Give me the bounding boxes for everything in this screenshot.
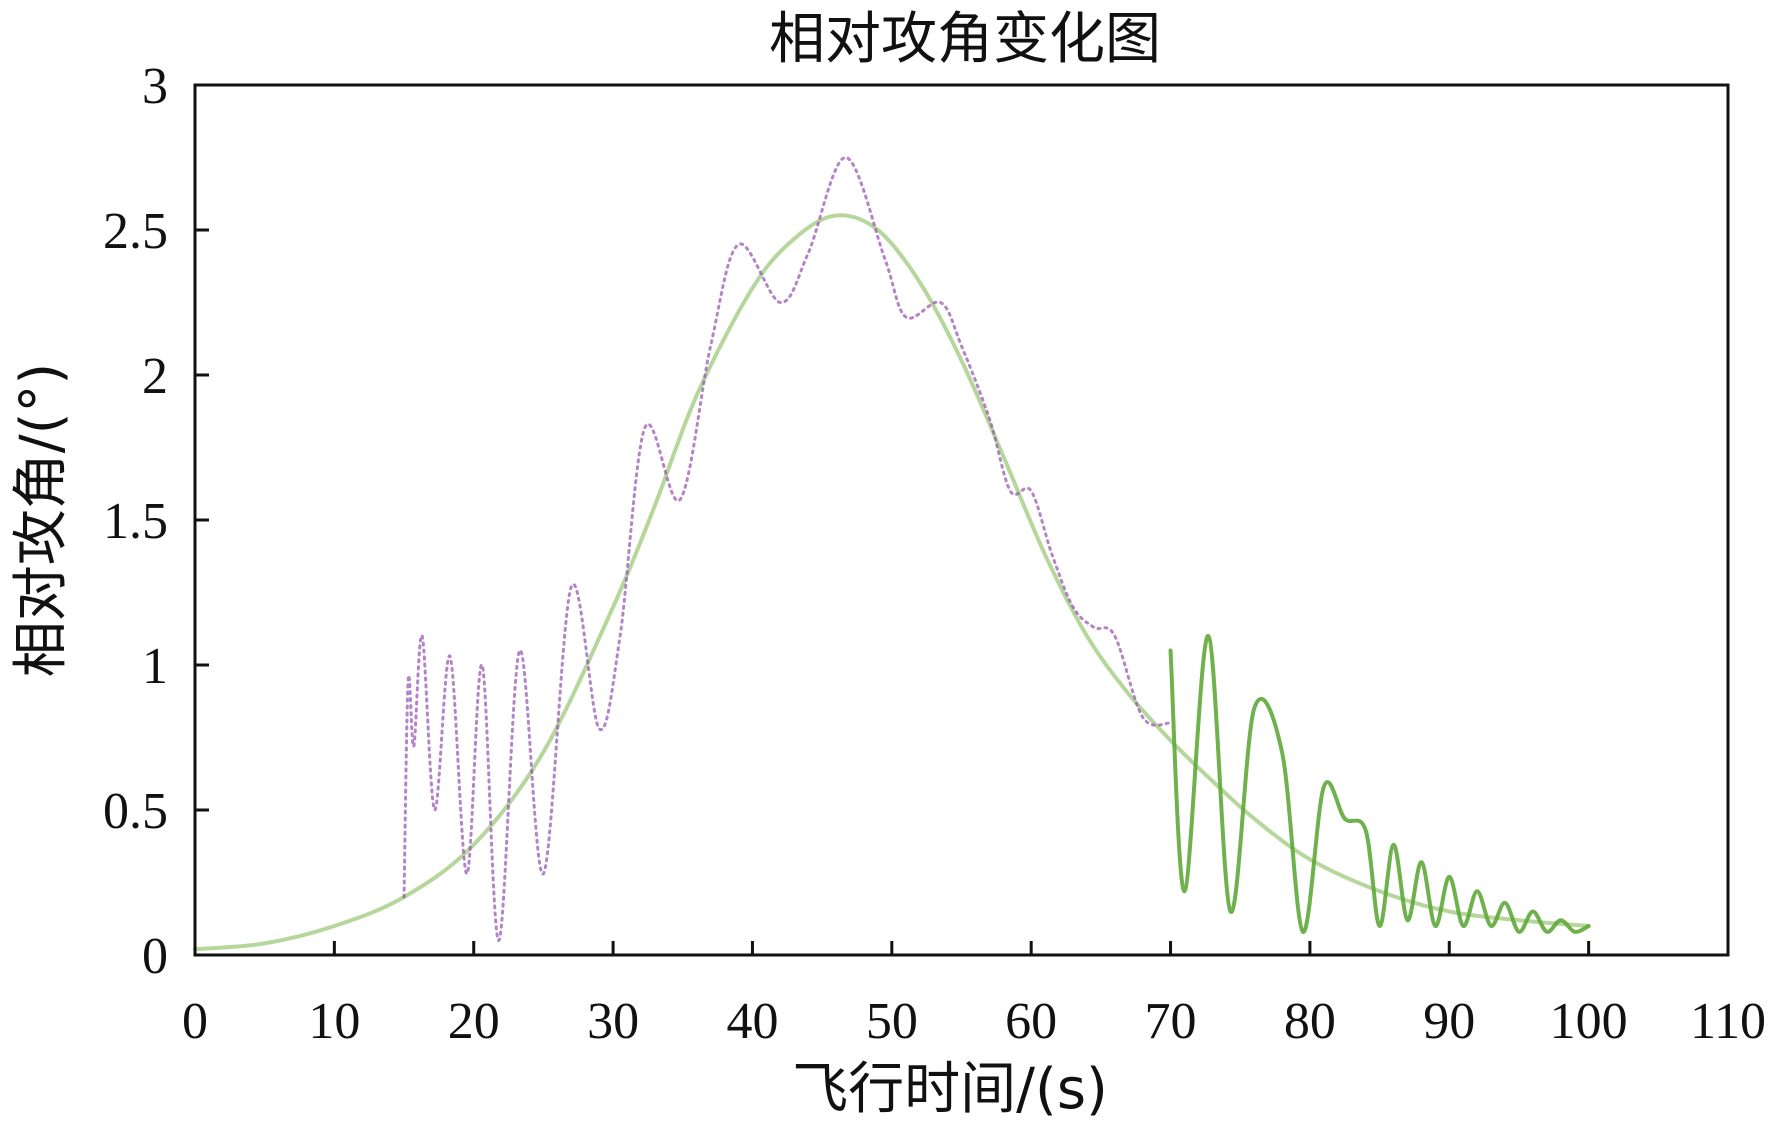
x-tick-label: 90 [1423, 993, 1475, 1050]
x-tick-label: 80 [1284, 993, 1336, 1050]
y-axis-label: 相对攻角/(°) [9, 363, 74, 678]
x-axis-label: 飞行时间/(s) [792, 1057, 1108, 1122]
chart-title: 相对攻角变化图 [769, 7, 1161, 72]
x-tick-label: 40 [726, 993, 778, 1050]
series-line-2 [402, 156, 1172, 943]
x-tick-label: 50 [866, 993, 918, 1050]
x-tick-label: 100 [1550, 993, 1628, 1050]
y-axis: 0 0.5 1 1.5 2 2.5 3 [103, 58, 209, 985]
series-layer [193, 156, 1591, 952]
x-tick-label: 20 [448, 993, 500, 1050]
y-tick-label: 2.5 [103, 203, 168, 260]
x-tick-label: 0 [182, 993, 208, 1050]
series-line-1 [193, 213, 1591, 952]
x-tick-label: 10 [308, 993, 360, 1050]
x-axis: 0 10 20 30 40 50 60 70 80 90 100 110 [182, 941, 1766, 1050]
y-tick-label: 1.5 [103, 493, 168, 550]
y-tick-label: 1 [142, 638, 168, 695]
y-tick-label: 0.5 [103, 783, 168, 840]
x-tick-label: 70 [1145, 993, 1197, 1050]
y-tick-label: 3 [142, 58, 168, 115]
x-tick-label: 60 [1005, 993, 1057, 1050]
y-tick-label: 2 [142, 348, 168, 405]
y-tick-label: 0 [142, 928, 168, 985]
series-line-3 [1168, 633, 1591, 934]
x-tick-label: 110 [1690, 993, 1766, 1050]
x-tick-label: 30 [587, 993, 639, 1050]
